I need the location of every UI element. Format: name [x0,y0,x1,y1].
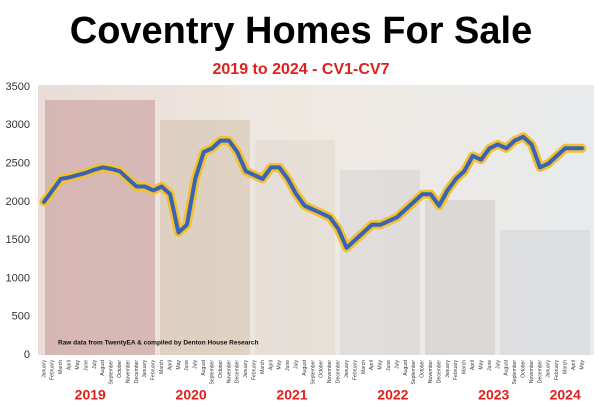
chart-subtitle: 2019 to 2024 - CV1-CV7 [213,61,390,78]
x-tick-label: September [109,360,115,385]
x-tick-label: April [369,360,375,370]
y-tick-label: 500 [12,311,30,323]
x-tick-label: February [453,360,459,381]
x-tick-label: July [294,360,300,369]
x-tick-label: August [302,359,308,375]
y-tick-label: 3000 [6,119,30,131]
x-tick-label: December [134,360,140,383]
x-tick-label: October [117,360,123,378]
x-tick-label: February [50,360,56,381]
x-tick-label: October [218,360,224,378]
x-tick-label: September [512,360,518,385]
year-label: 2021 [276,387,307,403]
x-tick-label: April [470,360,476,370]
year-label: 2024 [550,387,581,403]
x-tick-label: December [336,360,342,383]
x-tick-label: August [201,359,207,375]
house-shapes [45,100,590,355]
x-tick-label: June [386,360,392,371]
x-tick-label: April [167,360,173,370]
background-photo [38,85,594,355]
x-tick-label: June [487,360,493,371]
line [42,134,584,250]
x-tick-label: February [352,360,358,381]
x-tick-label: December [436,360,442,383]
x-tick-label: March [260,360,266,374]
y-tick-label: 2000 [6,196,30,208]
y-tick-label: 2500 [6,157,30,169]
x-tick-label: September [411,360,417,385]
x-tick-label: January [445,360,451,378]
y-tick-label: 1500 [6,234,30,246]
x-tick-label: October [319,360,325,378]
x-tick-label: May [75,360,81,370]
x-tick-label: September [310,360,316,385]
x-tick-label: July [92,360,98,369]
x-tick-label: March [462,360,468,374]
x-tick-label: November [226,360,232,383]
x-tick-label: March [58,360,64,374]
x-tick-label: July [394,360,400,369]
x-tick-label: April [268,360,274,370]
x-tick-label: June [184,360,190,371]
x-tick-label: December [537,360,543,383]
x-tick-label: June [83,360,89,371]
year-label: 2023 [478,387,509,403]
x-tick-label: February [554,360,560,381]
x-tick-label: January [344,360,350,378]
x-tick-label: January [41,360,47,378]
y-tick-label: 1000 [6,272,30,284]
year-label: 2022 [377,387,408,403]
x-tick-label: May [579,360,585,370]
x-tick-label: April [67,360,73,370]
x-tick-label: June [285,360,291,371]
year-label: 2019 [75,387,106,403]
year-label: 2020 [176,387,207,403]
x-tick-label: August [100,359,106,375]
x-tick-label: December [235,360,241,383]
x-tick-label: May [378,360,384,370]
annotation: Raw data from TwentyEA & compiled by Den… [58,340,258,347]
x-tick-label: February [151,360,157,381]
x-tick-label: November [125,360,131,383]
x-tick-label: November [327,360,333,383]
x-tick-label: October [520,360,526,378]
x-tick-label: September [209,360,215,385]
x-tick-label: January [142,360,148,378]
chart-title: Coventry Homes For Sale [70,10,532,52]
x-tick-label: February [251,360,257,381]
y-tick-label: 3500 [6,81,30,93]
x-tick-label: July [495,360,501,369]
x-tick-label: October [420,360,426,378]
y-tick-label: 0 [24,349,30,361]
x-tick-label: November [529,360,535,383]
x-tick-label: March [563,360,569,374]
x-tick-label: January [546,360,552,378]
x-tick-label: March [361,360,367,374]
x-tick-label: May [277,360,283,370]
x-tick-label: May [478,360,484,370]
x-tick-label: March [159,360,165,374]
x-tick-label: November [428,360,434,383]
x-tick-label: August [403,359,409,375]
x-tick-label: January [243,360,249,378]
x-tick-label: August [504,359,510,375]
x-tick-label: April [571,360,577,370]
x-tick-label: July [193,360,199,369]
x-tick-label: May [176,360,182,370]
